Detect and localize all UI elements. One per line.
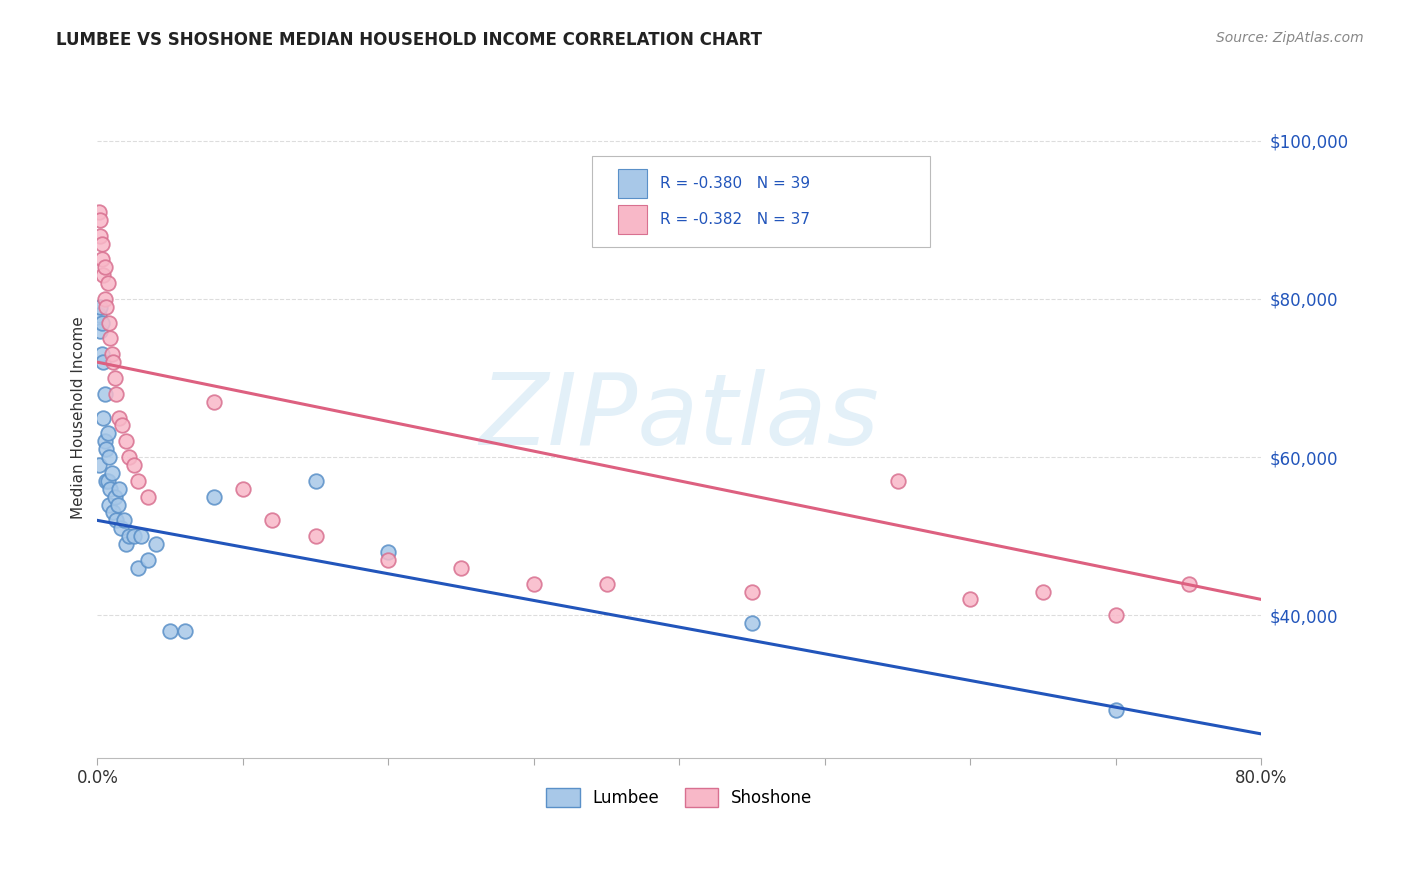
Point [523,576,546,591]
Point [304,529,326,543]
Point [136,490,159,504]
Point [101,466,124,480]
Point [90,316,112,330]
Point [94,442,117,457]
Point [100,482,122,496]
Point [304,474,326,488]
Point [173,624,195,639]
Bar [617,169,647,198]
Text: R = -0.382   N = 37: R = -0.382 N = 37 [659,212,810,227]
Point [89,300,111,314]
Point [260,513,283,527]
Point [90,236,112,251]
Point [122,529,145,543]
Point [91,355,114,369]
Legend: Lumbee, Shoshone: Lumbee, Shoshone [540,781,820,814]
Point [127,474,149,488]
Point [202,490,225,504]
Point [87,205,110,219]
Point [202,394,225,409]
Text: ZIPatlas: ZIPatlas [479,369,879,466]
Text: Source: ZipAtlas.com: Source: ZipAtlas.com [1216,31,1364,45]
Point [96,426,118,441]
Text: R = -0.380   N = 39: R = -0.380 N = 39 [659,176,810,191]
Point [96,474,118,488]
Point [108,482,131,496]
Point [89,228,111,243]
Point [595,576,617,591]
Point [87,458,110,472]
Point [93,292,115,306]
Point [741,584,763,599]
Point [112,513,135,527]
Point [91,410,114,425]
Point [450,561,472,575]
Point [1105,703,1128,717]
Point [118,529,141,543]
Point [1032,584,1054,599]
Point [93,260,115,275]
Point [145,537,167,551]
Point [1105,608,1128,623]
Point [108,410,131,425]
Point [377,545,399,559]
Point [90,252,112,267]
Text: LUMBEE VS SHOSHONE MEDIAN HOUSEHOLD INCOME CORRELATION CHART: LUMBEE VS SHOSHONE MEDIAN HOUSEHOLD INCO… [56,31,762,49]
Point [96,276,118,290]
Point [129,529,152,543]
Point [93,434,115,449]
Point [90,347,112,361]
Point [136,553,159,567]
Point [89,212,111,227]
FancyBboxPatch shape [592,156,929,247]
Point [104,371,127,385]
Point [105,386,128,401]
Point [159,624,181,639]
Point [98,450,121,464]
Point [98,498,121,512]
Point [118,450,141,464]
Point [1177,576,1199,591]
Point [115,434,138,449]
Point [98,316,121,330]
Point [127,561,149,575]
Point [111,418,134,433]
Point [87,308,110,322]
Point [94,474,117,488]
Point [89,324,111,338]
Point [115,537,138,551]
Point [377,553,399,567]
Point [105,513,128,527]
Point [93,386,115,401]
Point [959,592,981,607]
Point [103,355,125,369]
Point [103,505,125,519]
Y-axis label: Median Household Income: Median Household Income [72,316,86,519]
Point [886,474,908,488]
Point [100,331,122,345]
Point [122,458,145,472]
Point [101,347,124,361]
Bar [617,205,647,234]
Point [104,490,127,504]
Point [110,521,132,535]
Point [94,300,117,314]
Point [91,268,114,282]
Point [232,482,254,496]
Point [741,616,763,631]
Point [107,498,129,512]
